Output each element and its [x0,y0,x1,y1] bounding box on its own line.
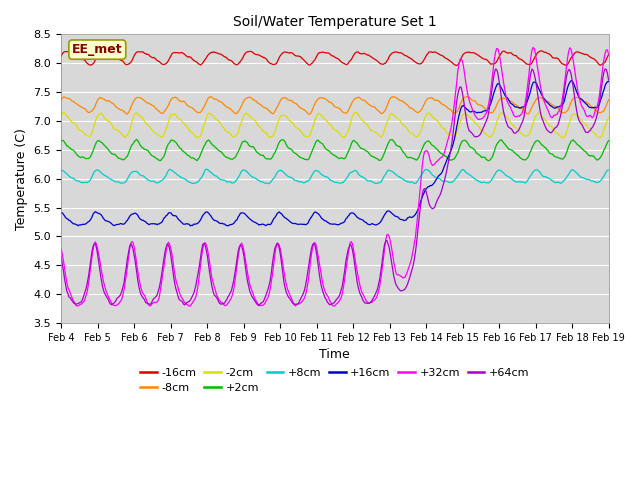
-2cm [57,113,65,119]
+8cm [202,166,210,172]
+8cm [366,178,374,184]
-2cm [228,132,236,138]
-8cm [557,108,564,114]
Y-axis label: Temperature (C): Temperature (C) [15,128,28,229]
+8cm [557,180,564,186]
-16cm [288,50,296,56]
Line: -8cm: -8cm [61,96,609,114]
+2cm [605,138,612,144]
-16cm [57,53,65,59]
Text: EE_met: EE_met [72,43,123,56]
Line: -16cm: -16cm [61,51,609,65]
+64cm [461,105,468,110]
-2cm [461,110,468,116]
+2cm [132,136,140,142]
+64cm [57,253,65,259]
+16cm [289,221,297,227]
-8cm [365,101,372,107]
+8cm [462,169,470,175]
+8cm [392,171,400,177]
Legend: -16cm, -8cm, -2cm, +2cm, +8cm, +16cm, +32cm, +64cm: -16cm, -8cm, -2cm, +2cm, +8cm, +16cm, +3… [136,363,534,398]
+64cm [602,66,609,72]
+32cm [461,72,468,77]
-16cm [364,52,371,58]
-2cm [365,124,372,130]
+2cm [557,156,564,161]
+16cm [391,213,399,219]
-2cm [352,109,360,115]
-2cm [605,114,612,120]
+32cm [391,264,399,270]
-16cm [557,59,564,65]
Line: +8cm: +8cm [61,169,609,184]
+8cm [57,168,65,174]
-16cm [605,52,612,58]
-2cm [558,135,566,141]
+2cm [392,142,400,148]
-2cm [288,120,296,125]
-16cm [390,49,397,55]
+32cm [288,297,296,302]
+8cm [228,180,236,186]
Line: +64cm: +64cm [61,69,609,306]
-8cm [388,94,396,99]
-16cm [461,50,468,56]
-16cm [538,48,545,54]
+32cm [605,51,612,57]
-16cm [452,62,460,68]
Line: +32cm: +32cm [61,48,609,306]
-8cm [605,97,612,103]
+16cm [365,221,372,227]
Title: Soil/Water Temperature Set 1: Soil/Water Temperature Set 1 [233,15,436,29]
+2cm [462,138,470,144]
+32cm [228,295,236,301]
+32cm [529,45,537,50]
+64cm [391,278,399,284]
+32cm [365,300,372,306]
+2cm [230,156,237,161]
+2cm [57,138,65,144]
+8cm [291,177,298,183]
-8cm [228,107,236,113]
+64cm [365,300,372,306]
+16cm [605,79,612,84]
+8cm [265,181,273,187]
X-axis label: Time: Time [319,348,350,361]
-8cm [57,97,65,103]
-16cm [228,58,236,63]
-2cm [391,113,399,119]
-8cm [305,111,313,117]
+2cm [366,151,374,157]
+16cm [57,210,65,216]
+64cm [605,77,612,83]
+32cm [557,104,564,109]
+32cm [57,246,65,252]
+16cm [556,104,563,109]
+64cm [289,301,297,307]
-8cm [392,95,400,100]
-2cm [556,132,563,138]
-8cm [288,98,296,104]
+16cm [228,221,236,227]
+64cm [228,288,236,294]
Line: -2cm: -2cm [61,112,609,138]
+64cm [556,117,563,123]
+8cm [605,167,612,173]
+64cm [255,303,262,309]
Line: +2cm: +2cm [61,139,609,161]
-8cm [462,94,470,100]
+2cm [291,150,298,156]
+16cm [461,104,468,110]
+16cm [224,223,232,229]
+2cm [157,158,164,164]
Line: +16cm: +16cm [61,81,609,226]
+16cm [568,78,576,84]
+32cm [330,303,338,309]
